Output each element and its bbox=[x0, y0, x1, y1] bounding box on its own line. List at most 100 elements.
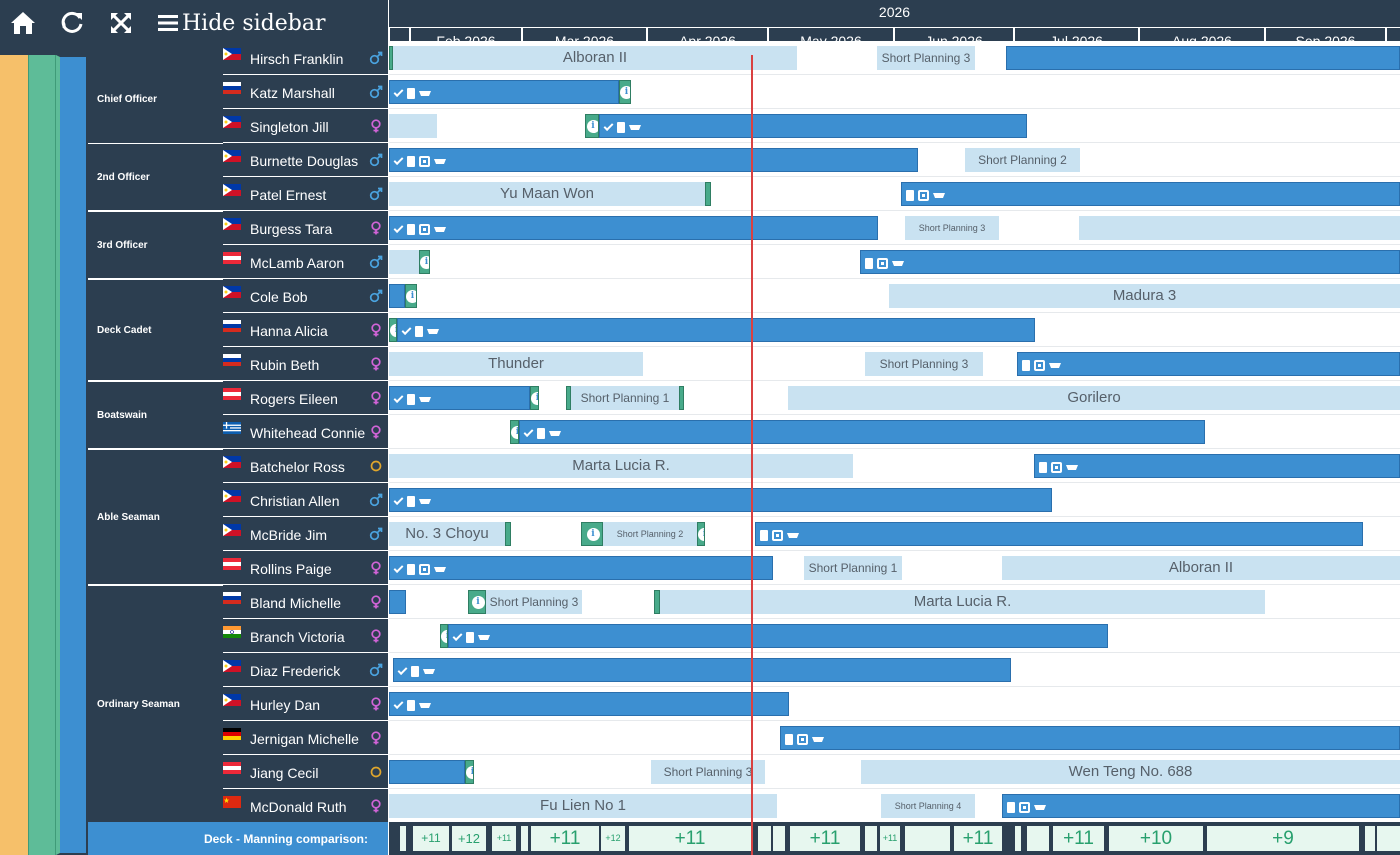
crew-row-label[interactable]: McBride Jim bbox=[223, 517, 388, 551]
planning-bar[interactable]: Gorilero bbox=[788, 386, 1400, 410]
info-icon[interactable]: i bbox=[390, 324, 396, 337]
crew-row-label[interactable]: Whitehead Connie bbox=[223, 415, 388, 449]
crew-row-label[interactable]: Diaz Frederick bbox=[223, 653, 388, 687]
handover-bar[interactable]: i bbox=[465, 760, 474, 784]
contract-bar[interactable] bbox=[599, 114, 1027, 138]
planning-bar[interactable]: Yu Maan Won bbox=[389, 182, 705, 206]
crew-row-label[interactable]: Rollins Paige bbox=[223, 551, 388, 585]
info-icon[interactable]: i bbox=[466, 766, 473, 779]
contract-bar[interactable] bbox=[780, 726, 1400, 750]
contract-bar[interactable] bbox=[755, 522, 1363, 546]
planning-bar[interactable]: Alboran II bbox=[1002, 556, 1400, 580]
crew-row-label[interactable]: Burgess Tara bbox=[223, 211, 388, 245]
contract-bar[interactable] bbox=[448, 624, 1108, 648]
contract-bar[interactable] bbox=[397, 318, 1035, 342]
info-icon[interactable]: i bbox=[420, 256, 429, 269]
expand-button[interactable] bbox=[106, 8, 136, 38]
handover-bar[interactable]: i bbox=[585, 114, 599, 138]
crew-row-label[interactable]: Burnette Douglas bbox=[223, 143, 388, 177]
contract-bar[interactable] bbox=[389, 488, 1052, 512]
info-icon[interactable]: i bbox=[441, 630, 447, 643]
planning-bar[interactable]: Short Planning 4 bbox=[881, 794, 975, 818]
contract-bar[interactable] bbox=[860, 250, 1400, 274]
handover-bar[interactable] bbox=[389, 46, 393, 70]
handover-bar[interactable]: i bbox=[419, 250, 430, 274]
contract-bar[interactable] bbox=[393, 658, 1011, 682]
crew-row-label[interactable]: Singleton Jill bbox=[223, 109, 388, 143]
planning-bar[interactable] bbox=[1079, 216, 1400, 240]
contract-bar[interactable] bbox=[519, 420, 1205, 444]
contract-bar[interactable] bbox=[1002, 794, 1400, 818]
planning-bar[interactable]: Short Planning 1 bbox=[804, 556, 902, 580]
planning-bar[interactable] bbox=[389, 250, 419, 274]
info-icon[interactable]: i bbox=[698, 528, 704, 541]
hide-sidebar-button[interactable]: Hide sidebar bbox=[158, 8, 338, 38]
crew-row-label[interactable]: Branch Victoria bbox=[223, 619, 388, 653]
contract-bar[interactable] bbox=[389, 284, 405, 308]
contract-bar[interactable] bbox=[389, 80, 619, 104]
planning-bar[interactable]: Short Planning 3 bbox=[486, 590, 582, 614]
info-icon[interactable]: i bbox=[586, 120, 598, 133]
planning-bar[interactable]: Thunder bbox=[389, 352, 643, 376]
info-icon[interactable]: i bbox=[511, 426, 518, 439]
handover-bar[interactable] bbox=[505, 522, 511, 546]
refresh-button[interactable] bbox=[57, 8, 87, 38]
contract-bar[interactable] bbox=[389, 556, 773, 580]
home-button[interactable] bbox=[8, 8, 38, 38]
handover-bar[interactable] bbox=[705, 182, 711, 206]
crew-row-label[interactable]: Katz Marshall bbox=[223, 75, 388, 109]
handover-bar[interactable]: i bbox=[468, 590, 486, 614]
planning-bar[interactable]: Short Planning 3 bbox=[877, 46, 975, 70]
planning-bar[interactable]: Marta Lucia R. bbox=[389, 454, 853, 478]
crew-row-label[interactable]: Hanna Alicia bbox=[223, 313, 388, 347]
crew-row-label[interactable]: Jernigan Michelle bbox=[223, 721, 388, 755]
crew-row-label[interactable]: Hurley Dan bbox=[223, 687, 388, 721]
contract-bar[interactable] bbox=[1017, 352, 1400, 376]
handover-bar[interactable] bbox=[654, 590, 660, 614]
contract-bar[interactable] bbox=[389, 386, 530, 410]
info-icon[interactable]: i bbox=[620, 86, 630, 99]
planning-bar[interactable]: Short Planning 1 bbox=[571, 386, 679, 410]
planning-bar[interactable]: Fu Lien No 1 bbox=[389, 794, 777, 818]
planning-bar[interactable] bbox=[389, 114, 437, 138]
crew-row-label[interactable]: Batchelor Ross bbox=[223, 449, 388, 483]
handover-bar[interactable]: i bbox=[581, 522, 603, 546]
contract-bar[interactable] bbox=[1034, 454, 1400, 478]
crew-row-label[interactable]: Jiang Cecil bbox=[223, 755, 388, 789]
crew-row-label[interactable]: Rogers Eileen bbox=[223, 381, 388, 415]
contract-bar[interactable] bbox=[389, 692, 789, 716]
planning-bar[interactable]: Short Planning 2 bbox=[965, 148, 1080, 172]
crew-row-label[interactable]: Bland Michelle bbox=[223, 585, 388, 619]
planning-bar[interactable]: Marta Lucia R. bbox=[660, 590, 1265, 614]
planning-bar[interactable]: Alboran II bbox=[393, 46, 797, 70]
handover-bar[interactable]: i bbox=[510, 420, 519, 444]
info-icon[interactable]: i bbox=[531, 392, 538, 405]
contract-bar[interactable] bbox=[389, 216, 878, 240]
info-icon[interactable]: i bbox=[471, 596, 485, 609]
planning-bar[interactable]: Short Planning 3 bbox=[865, 352, 983, 376]
info-icon[interactable]: i bbox=[586, 528, 600, 541]
planning-bar[interactable]: Short Planning 2 bbox=[603, 522, 697, 546]
planning-bar[interactable]: Short Planning 3 bbox=[651, 760, 765, 784]
handover-bar[interactable]: i bbox=[405, 284, 417, 308]
contract-bar[interactable] bbox=[389, 148, 918, 172]
contract-bar[interactable] bbox=[389, 760, 465, 784]
handover-bar[interactable] bbox=[566, 386, 571, 410]
planning-bar[interactable]: Madura 3 bbox=[889, 284, 1400, 308]
contract-bar[interactable] bbox=[389, 590, 406, 614]
handover-bar[interactable]: i bbox=[697, 522, 705, 546]
handover-bar[interactable] bbox=[679, 386, 684, 410]
planning-bar[interactable]: Short Planning 3 bbox=[905, 216, 999, 240]
crew-row-label[interactable]: Hirsch Franklin bbox=[223, 41, 388, 75]
handover-bar[interactable]: i bbox=[440, 624, 448, 648]
contract-bar[interactable] bbox=[1006, 46, 1400, 70]
handover-bar[interactable]: i bbox=[619, 80, 631, 104]
crew-row-label[interactable]: Rubin Beth bbox=[223, 347, 388, 381]
handover-bar[interactable]: i bbox=[389, 318, 397, 342]
crew-row-label[interactable]: McLamb Aaron bbox=[223, 245, 388, 279]
planning-bar[interactable]: No. 3 Choyu bbox=[389, 522, 505, 546]
crew-row-label[interactable]: Patel Ernest bbox=[223, 177, 388, 211]
info-icon[interactable]: i bbox=[406, 290, 416, 303]
handover-bar[interactable]: i bbox=[530, 386, 539, 410]
crew-row-label[interactable]: McDonald Ruth bbox=[223, 789, 388, 823]
